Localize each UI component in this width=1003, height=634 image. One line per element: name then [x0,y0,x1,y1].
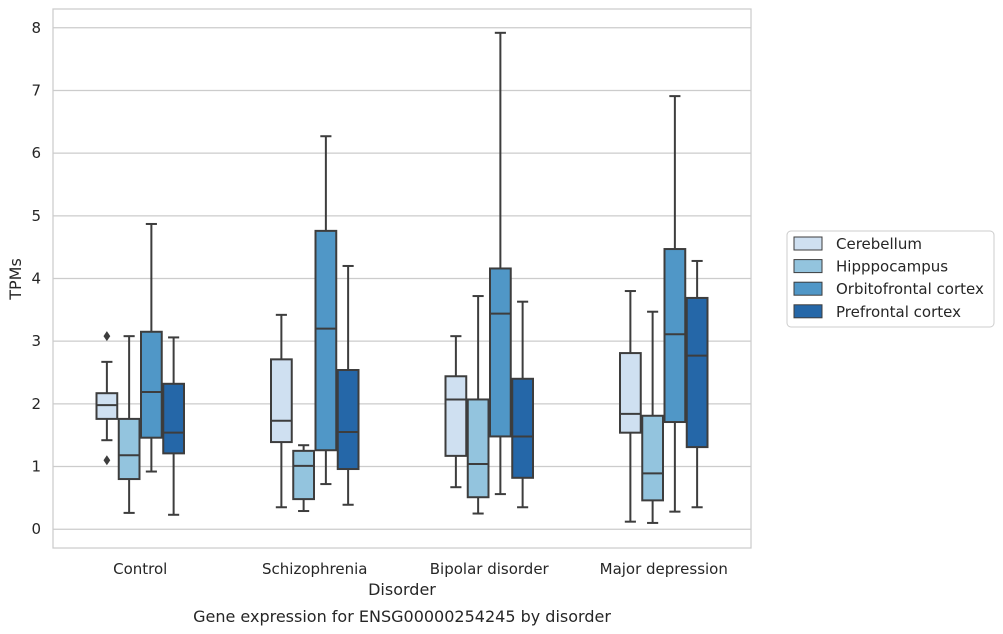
box [336,369,360,471]
y-tick-label: 8 [31,19,41,37]
legend-swatch [793,304,823,319]
outlier-point [103,455,111,466]
box [685,296,709,449]
chart-title: Gene expression for ENSG00000254245 by d… [193,607,611,626]
y-tick-label: 0 [31,520,41,538]
box [270,358,293,444]
box [489,267,512,438]
x-tick-label: Schizophrenia [262,560,367,578]
box-series [95,31,709,524]
x-tick-label: Bipolar disorder [430,560,550,578]
legend-swatch [793,281,823,296]
box [641,414,664,502]
legend: Cerebellum Hipppocampus Orbitofrontal cort… [786,230,995,328]
y-tick-label: 6 [31,144,41,162]
legend-label: Cerebellum [836,235,922,253]
y-tick-label: 2 [31,395,41,413]
legend-label: Prefrontal cortex [836,303,961,321]
legend-label: Orbitofrontal cortex [836,280,984,298]
x-axis-ticks: Control Schizophrenia Bipolar disorder Majo… [113,560,728,578]
y-tick-label: 3 [31,332,41,350]
box [511,377,534,479]
legend-frame [786,230,995,328]
plot-frame [52,8,752,549]
box [140,330,163,439]
legend-swatch [793,236,823,251]
box [619,352,642,434]
x-tick-label: Control [113,560,167,578]
box [663,248,687,424]
box [162,382,185,455]
legend-label: Hipppocampus [836,258,948,276]
box [314,229,338,452]
y-axis-label: TPMs [6,258,25,301]
box [444,375,468,457]
y-axis-ticks: 0 1 2 3 4 5 6 7 8 [31,19,41,538]
x-axis-label: Disorder [368,580,436,599]
y-tick-label: 7 [31,81,41,99]
box [466,398,490,499]
y-tick-label: 1 [31,458,41,476]
box [292,449,316,501]
outlier-point [103,331,111,342]
y-tick-label: 5 [31,207,41,225]
box [117,417,141,481]
legend-swatch [793,259,823,274]
y-tick-label: 4 [31,270,41,288]
x-tick-label: Major depression [600,560,728,578]
